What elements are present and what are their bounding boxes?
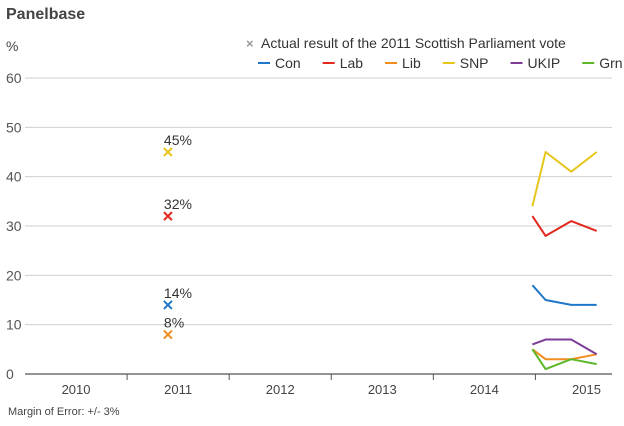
actual-result-markers: 45% 32% 14% 8%: [163, 132, 192, 340]
y-tick-label: 30: [6, 218, 22, 234]
actual-label-lib: 8%: [164, 315, 184, 331]
legend-label-snp: SNP: [460, 55, 489, 71]
series-line-snp: [531, 151, 598, 207]
y-tick-label: 50: [6, 119, 22, 135]
actual-label-lab: 32%: [164, 196, 192, 212]
y-axis-label: %: [6, 38, 18, 54]
actual-marker-lib: [163, 329, 173, 340]
actual-label-con: 14%: [164, 285, 192, 301]
y-tick-label: 40: [6, 169, 22, 185]
x-tick-label: 2010: [62, 382, 91, 397]
x-tick-label: 2012: [266, 382, 295, 397]
actual-marker-con: [163, 300, 173, 310]
y-tick-label: 60: [6, 70, 22, 86]
series-line-ukip: [532, 338, 598, 356]
legend-label-lib: Lib: [402, 55, 421, 71]
chart-title: Panelbase: [6, 6, 85, 23]
grid: [25, 77, 612, 375]
x-axis: 2010 2011 2012 2013 2014 2015: [62, 374, 601, 397]
series-line-lab: [531, 215, 598, 237]
legend-actual-label: Actual result of the 2011 Scottish Parli…: [261, 35, 566, 51]
x-tick-label: 2011: [164, 382, 192, 397]
series-line-grn: [531, 348, 597, 371]
legend-label-lab: Lab: [340, 55, 364, 71]
footnote: Margin of Error: +/- 3%: [8, 406, 120, 418]
series-line-lib: [531, 348, 597, 361]
actual-label-snp: 45%: [164, 132, 192, 148]
y-tick-label: 10: [6, 317, 22, 333]
legend-actual-marker: ×: [246, 36, 254, 51]
legend-label-con: Con: [275, 55, 301, 71]
x-tick-label: 2014: [470, 382, 499, 397]
series-line-con: [531, 284, 597, 306]
x-tick-label: 2015: [572, 382, 601, 397]
legend-label-ukip: UKIP: [528, 55, 561, 71]
x-tick-label: 2013: [368, 382, 397, 397]
series-lines: [531, 151, 598, 371]
actual-marker-lab: [163, 211, 173, 221]
legend: × Actual result of the 2011 Scottish Par…: [246, 35, 623, 71]
y-axis-ticks: 0 10 20 30 40 50 60: [6, 70, 22, 382]
legend-label-grn: Grn: [599, 55, 622, 71]
actual-marker-snp: [163, 147, 173, 157]
y-tick-label: 20: [6, 267, 22, 283]
y-tick-label: 0: [6, 366, 14, 382]
